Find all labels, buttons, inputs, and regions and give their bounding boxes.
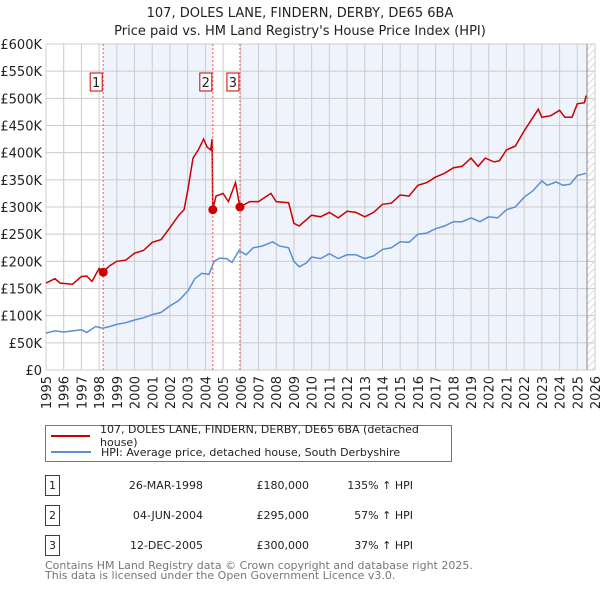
transaction-badge: 1: [45, 475, 60, 496]
x-tick-label: 2015: [394, 376, 409, 409]
y-tick-label: £550K: [0, 65, 42, 80]
y-tick-label: £200K: [0, 255, 42, 270]
x-tick-label: 2001: [146, 376, 161, 409]
chart-title: 107, DOLES LANE, FINDERN, DERBY, DE65 6B…: [147, 6, 454, 21]
legend-swatch-red: [51, 435, 91, 437]
x-tick-label: 2018: [447, 376, 462, 409]
footer-copyright: Contains HM Land Registry data © Crown c…: [45, 559, 473, 572]
x-tick-label: 2022: [518, 376, 533, 409]
x-tick-label: 2019: [465, 376, 480, 409]
y-tick-label: £250K: [0, 228, 42, 243]
transaction-date: 12-DEC-2005: [129, 539, 203, 552]
x-tick-label: 2016: [412, 376, 427, 409]
x-tick-label: 2010: [306, 376, 321, 409]
transaction-hpi: 135% ↑ HPI: [347, 479, 413, 492]
sale-badge: [199, 72, 213, 92]
y-tick-label: £100K: [0, 310, 42, 325]
x-tick-label: 2009: [288, 376, 303, 409]
sale-badge: [89, 72, 103, 92]
transaction-row: 1 26-MAR-1998 £180,000 135% ↑ HPI: [45, 475, 445, 496]
x-tick-label: 2000: [129, 376, 144, 409]
transaction-date: 26-MAR-1998: [128, 479, 203, 492]
y-tick-label: £450K: [0, 120, 42, 135]
x-tick-label: 2023: [536, 376, 551, 409]
legend-item-property: 107, DOLES LANE, FINDERN, DERBY, DE65 6B…: [46, 423, 451, 449]
y-tick-label: £150K: [0, 283, 42, 298]
x-tick-label: 2021: [500, 376, 515, 409]
x-tick-label: 2007: [253, 376, 268, 409]
legend-label-hpi: HPI: Average price, detached house, Sout…: [101, 445, 401, 459]
transaction-hpi: 57% ↑ HPI: [354, 509, 413, 522]
y-tick-label: £600K: [0, 38, 42, 53]
sale-point: [235, 202, 245, 212]
sale-badge: [226, 72, 240, 92]
x-tick-label: 2011: [323, 376, 338, 409]
x-tick-label: 1995: [40, 376, 55, 409]
transaction-date: 04-JUN-2004: [132, 509, 203, 522]
transaction-price: £295,000: [256, 509, 310, 522]
x-tick-label: 2003: [182, 376, 197, 409]
footer-licence: This data is licensed under the Open Gov…: [45, 569, 396, 582]
sale-point: [208, 205, 218, 215]
y-tick-label: £50K: [9, 337, 43, 352]
transaction-row: 3 12-DEC-2005 £300,000 37% ↑ HPI: [45, 535, 445, 556]
y-tick-label: £300K: [0, 201, 42, 216]
transaction-hpi: 37% ↑ HPI: [354, 539, 413, 552]
y-tick-label: £0: [25, 364, 42, 379]
x-tick-label: 2005: [217, 376, 232, 409]
legend: 107, DOLES LANE, FINDERN, DERBY, DE65 6B…: [45, 423, 452, 462]
price-chart: 107, DOLES LANE, FINDERN, DERBY, DE65 6B…: [0, 6, 600, 409]
y-tick-label: £350K: [0, 174, 42, 189]
y-tick-label: £500K: [0, 92, 42, 107]
chart-subtitle: Price paid vs. HM Land Registry's House …: [114, 24, 486, 39]
x-tick-label: 2017: [430, 376, 445, 409]
legend-item-hpi: HPI: Average price, detached house, Sout…: [46, 444, 400, 460]
sale-badge-label: 1: [92, 76, 100, 91]
x-tick-label: 2006: [235, 376, 250, 409]
x-tick-label: 2014: [376, 376, 391, 409]
x-tick-label: 1999: [111, 376, 126, 409]
x-tick-label: 2026: [589, 376, 600, 409]
x-tick-label: 2012: [341, 376, 356, 409]
sale-badge-label: 2: [202, 76, 210, 91]
transaction-badge: 3: [45, 535, 60, 556]
legend-swatch-blue: [51, 451, 91, 453]
x-tick-label: 1997: [75, 376, 90, 409]
transaction-badge: 2: [45, 505, 60, 526]
x-tick-label: 2002: [164, 376, 179, 409]
x-tick-label: 1998: [93, 376, 108, 409]
transaction-price: £180,000: [256, 479, 310, 492]
transaction-row: 2 04-JUN-2004 £295,000 57% ↑ HPI: [45, 505, 445, 526]
x-tick-label: 2025: [571, 376, 586, 409]
x-tick-label: 2008: [270, 376, 285, 409]
y-tick-label: £400K: [0, 147, 42, 162]
x-tick-label: 2024: [554, 376, 569, 409]
x-tick-label: 2020: [483, 376, 498, 409]
x-tick-label: 2013: [359, 376, 374, 409]
x-tick-label: 2004: [199, 376, 214, 409]
hpi-line: [45, 172, 587, 334]
legend-label-property: 107, DOLES LANE, FINDERN, DERBY, DE65 6B…: [100, 423, 419, 449]
property-price-line: [45, 95, 587, 285]
x-tick-label: 1996: [58, 376, 73, 409]
sale-point: [98, 267, 108, 277]
sale-badge-label: 3: [229, 76, 237, 91]
transaction-price: £300,000: [256, 539, 310, 552]
